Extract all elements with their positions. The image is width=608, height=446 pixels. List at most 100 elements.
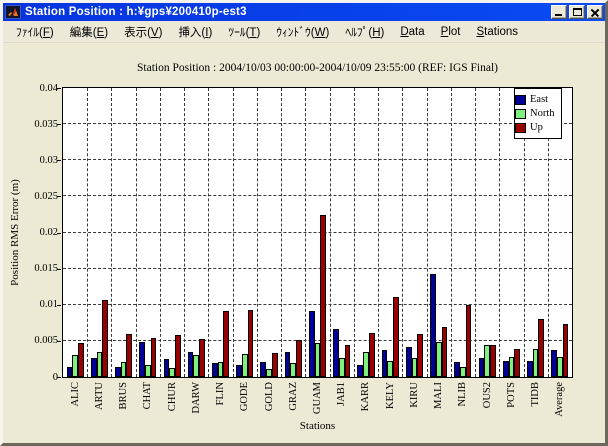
bar-up-GOLD — [271, 353, 278, 377]
bar-up-CHAT — [150, 338, 157, 377]
menu-item-plot[interactable]: Plot — [440, 25, 461, 38]
bar-up-MALI — [441, 327, 448, 377]
gridline-x — [281, 88, 283, 377]
bar-east-GRAZ — [284, 351, 291, 377]
y-tick-mark — [57, 124, 61, 126]
bar-up-GODE — [247, 309, 254, 377]
gridline-x — [329, 88, 331, 377]
y-tick-mark — [57, 268, 61, 270]
bar-up-BRUS — [126, 333, 133, 377]
y-tick-label: 0.025 — [34, 190, 58, 202]
gridline-y — [63, 123, 572, 125]
bar-east-GOLD — [260, 361, 267, 377]
matlab-logo-icon — [5, 5, 21, 19]
legend-swatch-up — [515, 122, 526, 133]
bar-east-GUAM — [308, 310, 315, 377]
gridline-x — [426, 88, 428, 377]
gridline-y — [63, 303, 572, 305]
close-button[interactable] — [587, 5, 603, 19]
x-tick-label-CHAT: CHAT — [142, 382, 154, 410]
menu-item-data[interactable]: Data — [400, 25, 425, 38]
y-tick-mark — [57, 304, 61, 306]
bar-east-TIDB — [527, 361, 533, 377]
legend-entry-east: East — [515, 93, 558, 106]
bar-north-KELY — [387, 361, 394, 377]
menu-item-insert[interactable]: 挿入(I) — [178, 26, 213, 39]
menu-item-tools[interactable]: ﾂｰﾙ(T) — [228, 26, 261, 39]
bar-north-Average — [557, 356, 563, 377]
x-tick-label-MALI: MALI — [433, 382, 445, 409]
gridline-x — [159, 88, 161, 377]
title-bar[interactable]: Station Position : h:¥gps¥200410p-est3 — [3, 3, 605, 21]
menu-item-view[interactable]: 表示(V) — [124, 26, 163, 39]
menu-item-edit[interactable]: 編集(E) — [69, 26, 109, 39]
x-tick-label-DARW: DARW — [190, 382, 202, 414]
y-tick-label: 0.02 — [39, 227, 58, 238]
menu-item-file[interactable]: ﾌｧｲﾙ(F) — [16, 26, 54, 39]
bar-east-FLIN — [212, 362, 218, 377]
y-tick-mark — [57, 160, 61, 162]
bar-north-GOLD — [266, 369, 272, 377]
bar-east-NLIB — [454, 361, 461, 377]
bar-east-POTS — [502, 361, 509, 377]
x-tick-label-OUS2: OUS2 — [481, 382, 493, 409]
gridline-x — [135, 88, 137, 377]
bar-north-BRUS — [120, 361, 127, 377]
bar-north-POTS — [508, 356, 515, 377]
x-tick-label-Average: Average — [554, 382, 566, 417]
gridline-x — [208, 88, 210, 377]
chart-title: Station Position : 2004/10/03 00:00:00-2… — [137, 62, 498, 74]
bar-up-ALIC — [77, 343, 84, 377]
x-tick-label-GOLD: GOLD — [263, 382, 275, 412]
menu-bar: ﾌｧｲﾙ(F) 編集(E) 表示(V) 挿入(I) ﾂｰﾙ(T) ｳｨﾝﾄﾞｳ(… — [3, 21, 605, 43]
y-tick-label: 0.03 — [39, 154, 58, 166]
menu-item-window[interactable]: ｳｨﾝﾄﾞｳ(W) — [276, 26, 330, 39]
bar-north-CHAT — [144, 365, 151, 377]
legend-entry-north: North — [515, 107, 558, 120]
gridline-x — [232, 88, 234, 377]
y-tick-label: 0.04 — [39, 82, 58, 94]
bar-east-ALIC — [66, 366, 73, 377]
bar-east-JAB1 — [333, 329, 339, 377]
gridline-x — [184, 88, 186, 377]
bar-north-KIRU — [411, 357, 418, 377]
maximize-button[interactable] — [569, 5, 585, 19]
bar-north-DARW — [193, 354, 200, 377]
gridline-x — [305, 88, 307, 377]
y-tick-mark — [57, 88, 61, 89]
bar-east-BRUS — [115, 366, 121, 377]
x-tick-label-FLIN: FLIN — [215, 382, 227, 406]
menu-item-stations[interactable]: Stations — [476, 25, 519, 38]
y-tick-mark — [57, 340, 61, 342]
gridline-x — [256, 88, 258, 377]
x-axis-label: Stations — [299, 420, 336, 432]
gridline-x — [499, 88, 501, 377]
bar-up-KIRU — [417, 334, 423, 377]
y-tick-mark — [57, 196, 61, 198]
x-tick-label-KIRU: KIRU — [408, 382, 420, 408]
gridline-y — [63, 159, 572, 161]
bar-up-TIDB — [538, 319, 545, 377]
bar-north-GUAM — [314, 343, 321, 377]
bar-up-KELY — [393, 296, 399, 377]
gridline-y — [63, 267, 572, 269]
bar-east-GODE — [236, 365, 242, 377]
bar-east-Average — [551, 350, 558, 377]
plot-area — [62, 87, 573, 378]
bar-up-CHUR — [174, 335, 181, 377]
x-tick-label-KARR: KARR — [360, 382, 372, 412]
bar-up-Average — [562, 323, 569, 377]
bar-north-ALIC — [72, 354, 78, 377]
bar-north-JAB1 — [338, 358, 345, 377]
bar-up-JAB1 — [344, 345, 351, 377]
legend-swatch-north — [515, 108, 526, 119]
bar-east-MALI — [430, 273, 436, 377]
gridline-x — [378, 88, 380, 377]
minimize-button[interactable] — [551, 5, 567, 19]
gridline-x — [402, 88, 404, 377]
gridline-x — [475, 88, 477, 377]
bar-up-ARTU — [102, 300, 108, 377]
minimize-icon — [555, 14, 562, 16]
menu-item-help[interactable]: ﾍﾙﾌﾟ(H) — [345, 26, 385, 39]
bar-north-NLIB — [460, 366, 466, 377]
